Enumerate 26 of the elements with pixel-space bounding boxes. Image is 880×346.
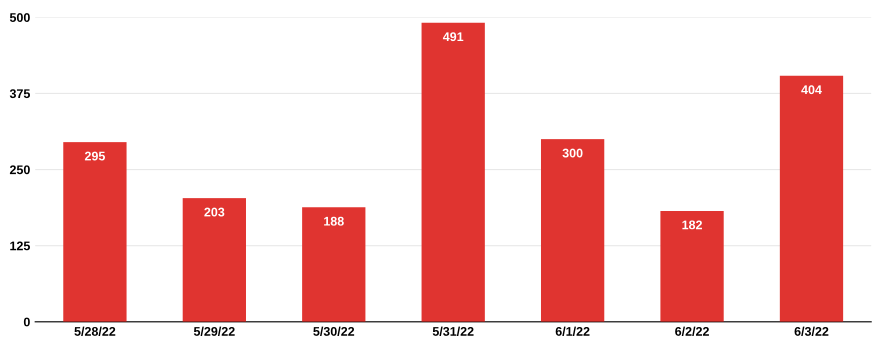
bar: [182, 198, 246, 322]
x-tick-label: 5/31/22: [432, 326, 474, 336]
x-tick-label: 5/29/22: [194, 326, 235, 336]
bar: [302, 207, 366, 322]
x-tick-label: 5/30/22: [313, 326, 354, 336]
x-tick-label: 6/1/22: [556, 326, 590, 336]
y-tick-label: 125: [10, 241, 30, 250]
data-label: 188: [324, 216, 344, 226]
data-label: 182: [682, 220, 702, 230]
x-tick-label: 6/2/22: [675, 326, 709, 336]
x-tick-label: 6/3/22: [794, 326, 828, 336]
data-label: 300: [562, 148, 583, 158]
data-label: 203: [204, 208, 224, 217]
y-tick-label: 0: [24, 318, 30, 326]
data-label: 295: [84, 152, 105, 160]
bar: [422, 22, 485, 322]
bar: [660, 210, 724, 322]
y-tick-label: 250: [10, 165, 30, 174]
x-tick-label: 5/28/22: [74, 326, 116, 336]
data-label: 404: [801, 85, 822, 94]
bar: [63, 142, 127, 322]
bar: [540, 139, 604, 322]
data-label: 491: [442, 32, 464, 42]
y-tick-label: 375: [10, 89, 30, 98]
y-tick-label: 500: [10, 13, 30, 22]
bar: [780, 76, 844, 322]
